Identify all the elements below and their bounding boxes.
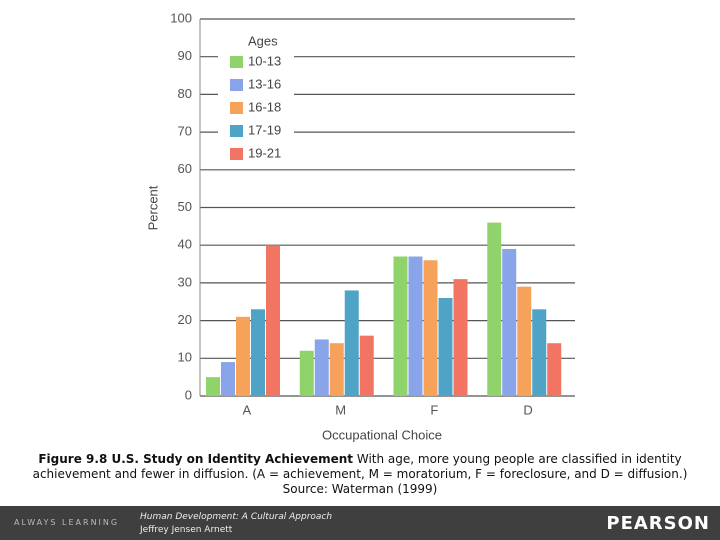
- legend-label: 10-13: [248, 53, 281, 68]
- y-tick-label: 60: [178, 161, 192, 176]
- bar: [314, 339, 329, 396]
- y-tick-label: 90: [178, 48, 192, 63]
- publisher: PEARSON: [606, 513, 710, 534]
- bar: [453, 279, 468, 396]
- y-tick-label: 50: [178, 199, 192, 214]
- y-tick-label: 10: [178, 350, 192, 365]
- bar: [408, 256, 423, 396]
- legend-label: 17-19: [248, 122, 281, 137]
- bar: [438, 297, 453, 396]
- y-tick-label: 70: [178, 124, 192, 139]
- x-tick-label: M: [335, 402, 346, 417]
- y-tick-label: 100: [170, 10, 192, 25]
- bar: [221, 362, 235, 396]
- caption-text: With age, more young people are classifi…: [32, 452, 688, 496]
- bar: [344, 290, 359, 396]
- legend-box: [218, 28, 294, 164]
- bar: [251, 309, 265, 396]
- book-author: Jeffrey Jensen Arnett: [140, 525, 233, 535]
- bar: [423, 260, 438, 396]
- x-tick-label: A: [243, 402, 252, 417]
- bar: [547, 343, 562, 396]
- y-tick-label: 40: [178, 237, 192, 252]
- bar: [502, 248, 517, 396]
- y-tick-label: 0: [185, 387, 192, 402]
- bar: [532, 309, 547, 396]
- y-axis-label: Percent: [145, 185, 160, 230]
- legend-swatch: [230, 79, 243, 91]
- x-tick-label: F: [430, 402, 438, 417]
- legend-swatch: [230, 148, 243, 160]
- chart: Percent Occupational Choice 0 10 20 30 40 50 6…: [145, 10, 575, 442]
- x-tick-label: D: [523, 402, 532, 417]
- bar: [329, 343, 344, 396]
- bar: [359, 335, 374, 396]
- footer: ALWAYS LEARNING Human Development: A Cul…: [0, 506, 720, 540]
- legend-label: 19-21: [248, 145, 281, 160]
- bar: [393, 256, 408, 396]
- legend-label: 16-18: [248, 99, 281, 114]
- bar: [236, 316, 250, 396]
- bar: [487, 222, 502, 396]
- legend-label: 13-16: [248, 76, 281, 91]
- caption: Figure 9.8 U.S. Study on Identity Achiev…: [20, 452, 700, 497]
- legend-title: Ages: [248, 33, 278, 48]
- legend-swatch: [230, 102, 243, 114]
- y-tick-label: 80: [178, 86, 192, 101]
- caption-label: Figure 9.8 U.S. Study on Identity Achiev…: [38, 452, 354, 466]
- book-title: Human Development: A Cultural Approach: [140, 512, 333, 522]
- bar: [299, 350, 314, 396]
- bar: [206, 377, 220, 396]
- footer-tagline: ALWAYS LEARNING: [14, 518, 120, 527]
- bar: [517, 286, 532, 396]
- bar: [266, 245, 280, 396]
- legend-swatch: [230, 125, 243, 137]
- legend-swatch: [230, 56, 243, 68]
- y-tick-label: 30: [178, 274, 192, 289]
- x-axis-label: Occupational Choice: [322, 427, 442, 442]
- y-tick-label: 20: [178, 312, 192, 327]
